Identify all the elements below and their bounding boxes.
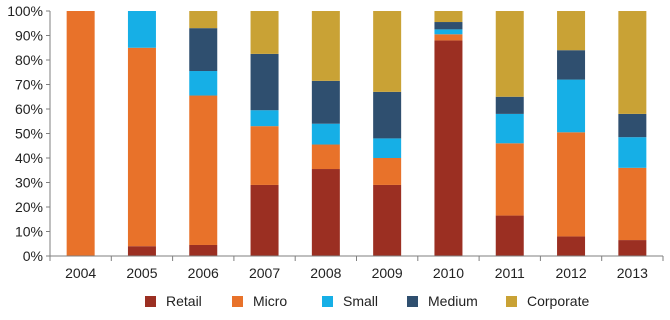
bar-small-2006 [189, 71, 218, 96]
y-tick-label: 20% [15, 199, 43, 215]
y-tick-label: 40% [15, 150, 43, 166]
legend-swatch [232, 296, 243, 307]
bar-retail-2010 [434, 40, 463, 257]
bar-corporate-2007 [250, 11, 279, 54]
bar-medium-2008 [311, 80, 340, 124]
y-tick-labels: 0% 10% 20% 30% 40% 50% 60% 70% 80% 90% 100% [7, 3, 43, 264]
bar-corporate-2012 [557, 11, 586, 51]
bar-micro-2012 [557, 132, 586, 237]
bar-micro-2004 [66, 11, 95, 256]
legend-label: Corporate [527, 293, 589, 309]
x-tick-label: 2012 [555, 265, 586, 281]
y-tick-label: 100% [7, 3, 43, 19]
bar-micro-2009 [373, 158, 402, 185]
y-tick-label: 60% [15, 101, 43, 117]
y-tick-label: 50% [15, 126, 43, 142]
bar-small-2008 [311, 123, 340, 145]
bar-medium-2011 [495, 96, 524, 114]
legend-swatch [322, 296, 333, 307]
bar-corporate-2010 [434, 11, 463, 23]
legend-label: Medium [428, 293, 478, 309]
bar-corporate-2013 [618, 11, 647, 114]
bars-layer [66, 11, 647, 257]
bar-retail-2009 [373, 184, 402, 256]
bar-retail-2013 [618, 240, 647, 256]
legend-swatch [506, 296, 517, 307]
bar-corporate-2008 [311, 11, 340, 81]
bar-small-2007 [250, 110, 279, 127]
bar-medium-2006 [189, 28, 218, 72]
bar-retail-2005 [127, 246, 156, 256]
bar-micro-2010 [434, 34, 463, 41]
legend-item-small: Small [322, 293, 378, 309]
legend-item-corporate: Corporate [506, 293, 589, 309]
bar-small-2012 [557, 79, 586, 133]
legend-label: Micro [253, 293, 287, 309]
y-tick-label: 90% [15, 28, 43, 44]
bar-micro-2011 [495, 143, 524, 216]
y-tick-label: 70% [15, 77, 43, 93]
bar-small-2013 [618, 137, 647, 168]
legend: Retail Micro Small Medium Corporate [145, 293, 589, 309]
bar-medium-2013 [618, 113, 647, 138]
bar-small-2009 [373, 138, 402, 158]
bar-retail-2008 [311, 169, 340, 256]
bar-micro-2006 [189, 95, 218, 245]
x-tick-label: 2011 [495, 265, 525, 281]
bar-small-2005 [127, 11, 156, 48]
y-tick-label: 30% [15, 175, 43, 191]
bar-micro-2005 [127, 47, 156, 247]
bar-small-2011 [495, 113, 524, 144]
legend-label: Small [343, 293, 378, 309]
bar-micro-2007 [250, 126, 279, 185]
legend-item-medium: Medium [407, 293, 478, 309]
bar-retail-2007 [250, 184, 279, 256]
y-tick-label: 80% [15, 52, 43, 68]
x-tick-labels: 2004 2005 2006 2007 2008 2009 2010 2011 2012 2013 [65, 265, 648, 281]
legend-swatch [145, 296, 156, 307]
legend-item-retail: Retail [145, 293, 202, 309]
bar-medium-2012 [557, 50, 586, 80]
bar-corporate-2009 [373, 11, 402, 92]
bar-medium-2010 [434, 22, 463, 30]
bar-micro-2008 [311, 144, 340, 170]
bar-medium-2007 [250, 53, 279, 111]
x-tick-label: 2009 [372, 265, 403, 281]
bar-medium-2009 [373, 91, 402, 139]
legend-swatch [407, 296, 418, 307]
x-tick-label: 2007 [249, 265, 280, 281]
bar-retail-2006 [189, 244, 218, 256]
bar-small-2010 [434, 29, 463, 35]
x-tick-label: 2010 [433, 265, 464, 281]
y-tick-label: 0% [23, 248, 43, 264]
bar-micro-2013 [618, 167, 647, 241]
bar-corporate-2011 [495, 11, 524, 97]
legend-label: Retail [166, 293, 202, 309]
x-tick-label: 2005 [126, 265, 157, 281]
legend-item-micro: Micro [232, 293, 287, 309]
bar-corporate-2006 [189, 11, 218, 29]
x-tick-label: 2004 [65, 265, 96, 281]
x-tick-label: 2013 [617, 265, 648, 281]
bar-retail-2012 [557, 236, 586, 256]
y-tick-label: 10% [15, 224, 43, 240]
x-tick-label: 2008 [310, 265, 341, 281]
axes-layer [46, 10, 664, 261]
bar-retail-2011 [495, 215, 524, 256]
x-tick-label: 2006 [188, 265, 219, 281]
